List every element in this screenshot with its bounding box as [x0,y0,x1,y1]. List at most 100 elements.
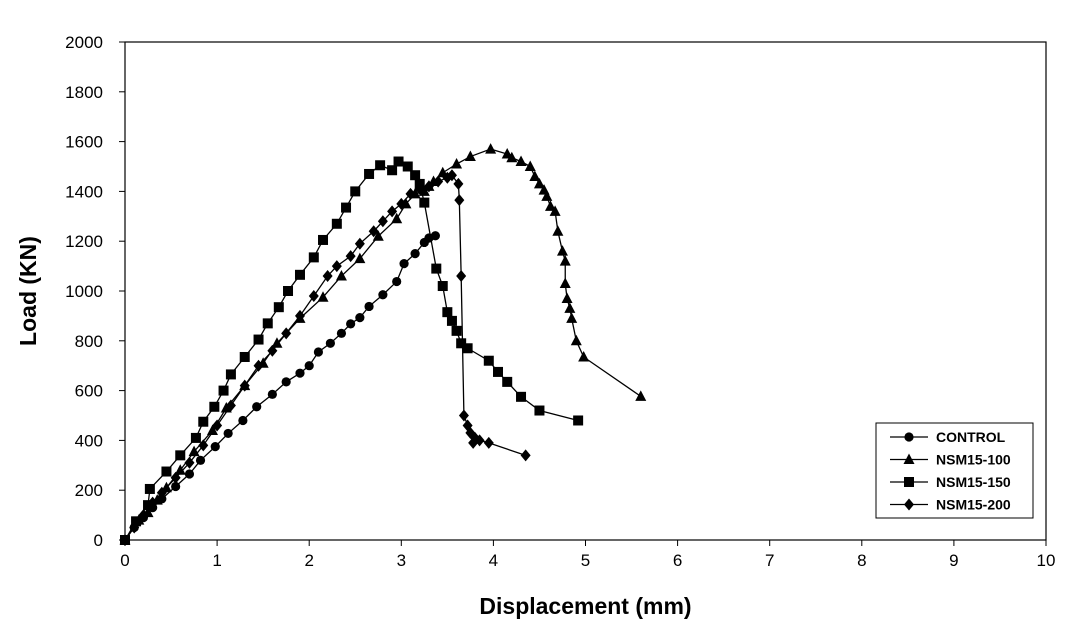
data-point [493,366,504,377]
data-point [375,160,386,171]
data-point [267,344,278,357]
series-layer [119,143,647,546]
x-tick-label: 0 [120,551,129,570]
data-point [570,334,582,346]
data-point [206,424,218,435]
data-point [262,318,273,329]
data-point [378,290,388,300]
data-point [485,143,497,154]
data-point [190,432,201,443]
data-point [456,338,467,349]
data-point [318,234,329,245]
legend-label: CONTROL [936,429,1006,445]
data-point [423,180,434,193]
data-point [317,291,329,302]
data-point [515,155,527,167]
data-point [267,389,277,399]
series-line [124,174,526,541]
data-point [308,252,319,263]
x-tick-label: 10 [1037,551,1056,570]
data-point [387,165,398,176]
data-point [559,277,571,289]
series-nsm15-150 [120,156,584,545]
data-point [138,509,149,522]
data-point [341,202,352,213]
data-point [225,399,236,412]
legend-marker [904,432,914,442]
data-point [304,361,314,371]
legend-entry: CONTROL [890,429,1006,445]
data-point [456,270,467,283]
data-point [393,156,404,167]
data-point [392,276,402,287]
data-point [313,347,324,357]
data-point [175,450,186,461]
data-point [184,469,195,479]
data-point [144,483,155,494]
data-point [545,200,557,211]
data-point [308,289,319,302]
data-point [295,368,305,378]
x-tick-label: 3 [397,551,406,570]
legend-box [875,422,1034,519]
data-point [410,170,421,181]
data-point [161,466,172,477]
data-point [578,350,590,362]
legend-marker [904,477,914,487]
data-point [220,402,232,413]
data-point [335,270,347,281]
data-point [464,150,476,162]
data-point [556,245,568,256]
data-point [354,237,365,250]
x-tick-label: 4 [489,551,498,570]
data-point [184,456,195,469]
y-tick-label: 1600 [65,133,103,152]
data-point [453,177,464,190]
data-point [474,434,485,447]
data-point [372,230,384,241]
series-line [124,148,642,541]
series-nsm15-200 [120,169,531,546]
data-point [454,194,465,207]
series-line [124,235,436,541]
data-point [283,286,294,296]
data-point [442,307,453,318]
data-point [143,500,154,511]
data-point [345,250,356,263]
data-point [336,328,347,338]
series-control [120,231,440,545]
data-point [451,158,463,169]
y-tick-label: 400 [75,431,103,450]
data-point [281,377,291,387]
data-point [573,415,584,426]
data-point [156,486,167,499]
data-point [561,292,573,303]
data-point [451,325,462,336]
data-point [281,327,292,340]
data-point [446,169,457,182]
legend-label: NSM15-200 [936,497,1011,513]
data-point [294,269,305,280]
x-tick-label: 5 [581,551,590,570]
data-point [433,175,444,188]
data-point [212,419,223,432]
legend-entry: NSM15-200 [890,497,1011,513]
data-point [198,439,209,452]
data-point [238,415,248,426]
data-point [364,301,374,312]
data-point [534,405,545,416]
data-point [462,343,473,354]
data-point [174,464,186,475]
y-tick-label: 1200 [65,232,103,251]
data-point [414,182,425,195]
data-point [171,481,181,492]
data-point [294,309,305,322]
data-point [346,319,356,329]
data-point [483,355,494,366]
y-axis-title: Load (KN) [15,236,41,346]
data-point [502,376,513,387]
data-point [410,249,420,259]
series-nsm15-100 [119,143,647,545]
data-point [516,391,527,402]
data-point [399,259,409,269]
